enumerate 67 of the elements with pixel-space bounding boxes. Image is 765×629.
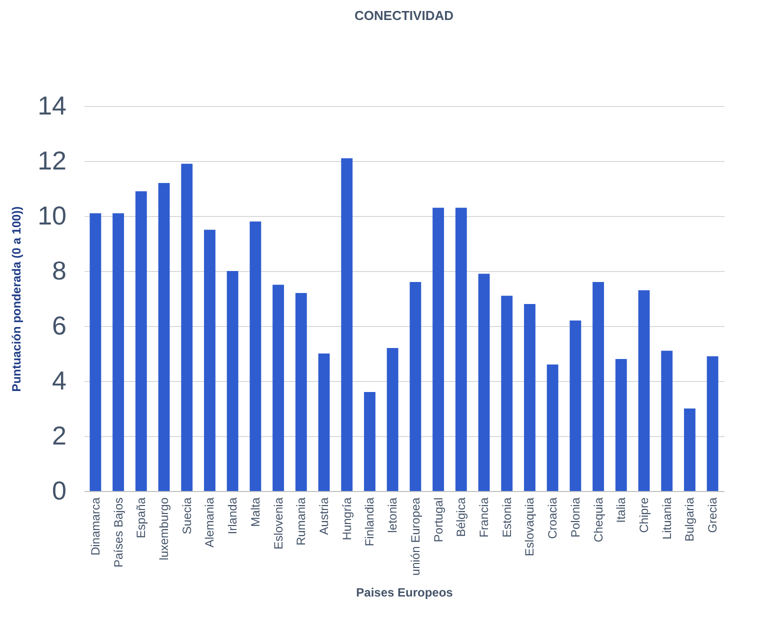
y-tick-label: 12 xyxy=(38,146,66,176)
bar xyxy=(501,296,513,491)
y-tick-label: 4 xyxy=(52,366,66,396)
x-tick-label: Italia xyxy=(614,497,628,523)
x-tick-label: Eslovenia xyxy=(271,497,286,550)
x-tick-label: España xyxy=(134,497,148,538)
bar xyxy=(386,348,398,491)
y-axis-title: Puntuación ponderada (0 a 100)) xyxy=(10,206,24,392)
bar xyxy=(638,290,650,491)
x-tick-label: Dinamarca xyxy=(88,497,102,556)
x-tick-label: Malta xyxy=(248,497,262,527)
bar xyxy=(455,208,467,491)
bar xyxy=(592,282,604,491)
x-tick-label: luxemburgo xyxy=(157,497,171,560)
x-tick-label: Chipre xyxy=(637,497,651,533)
x-tick-label: Bélgica xyxy=(454,497,468,537)
x-tick-label: Francia xyxy=(477,497,491,538)
bar xyxy=(410,282,422,491)
y-tick-label: 14 xyxy=(38,90,66,120)
bar xyxy=(272,284,284,491)
x-tick-label: Suecia xyxy=(180,497,194,534)
bar xyxy=(135,191,147,491)
bar xyxy=(570,320,582,491)
y-tick-label: 6 xyxy=(52,310,66,340)
bar xyxy=(112,213,124,491)
x-tick-label: Rumania xyxy=(294,497,308,546)
y-tick-label: 0 xyxy=(52,476,66,506)
x-tick-label: Croacia xyxy=(546,497,560,539)
bar xyxy=(546,364,558,491)
x-tick-label: Austria xyxy=(317,497,331,535)
bar xyxy=(661,350,673,491)
bar xyxy=(90,213,102,491)
bar xyxy=(524,304,536,491)
x-tick-label: Finlandia xyxy=(362,497,377,546)
bar xyxy=(432,208,444,491)
x-tick-label: Lituania xyxy=(660,497,674,540)
x-axis-title: Paises Europeos xyxy=(356,586,454,600)
bar xyxy=(341,158,353,491)
x-tick-label: Eslovaquia xyxy=(522,497,537,556)
bar xyxy=(226,271,238,491)
y-tick-label: 10 xyxy=(38,200,66,230)
x-tick-label: Alemania xyxy=(202,497,217,548)
bar xyxy=(318,354,330,491)
y-tick-label: 2 xyxy=(52,420,66,450)
chart-title: CONECTIVIDAD xyxy=(354,8,454,23)
bar xyxy=(684,408,696,491)
x-tick-label: Países Bajos xyxy=(111,498,126,568)
bar xyxy=(204,230,216,491)
bar xyxy=(295,293,307,491)
x-tick-label: letonia xyxy=(386,497,400,533)
x-tick-label: Grecia xyxy=(706,497,720,533)
x-tick-label: Irlanda xyxy=(226,497,240,534)
bar xyxy=(250,222,262,491)
x-tick-label: unión Europea xyxy=(408,497,422,576)
y-tick-label: 8 xyxy=(52,256,66,286)
bar xyxy=(364,392,376,491)
x-tick-label: Portugal xyxy=(431,498,446,542)
bar xyxy=(615,359,627,491)
bar xyxy=(706,356,718,491)
bar xyxy=(478,274,490,491)
bar xyxy=(158,183,170,491)
bar xyxy=(181,164,193,491)
x-tick-label: Polonia xyxy=(568,497,582,538)
x-tick-label: Estonia xyxy=(500,497,514,538)
x-tick-label: Chequia xyxy=(591,497,606,542)
x-tick-label: Bulgaria xyxy=(682,497,697,542)
x-tick-label: Hungría xyxy=(340,497,354,540)
